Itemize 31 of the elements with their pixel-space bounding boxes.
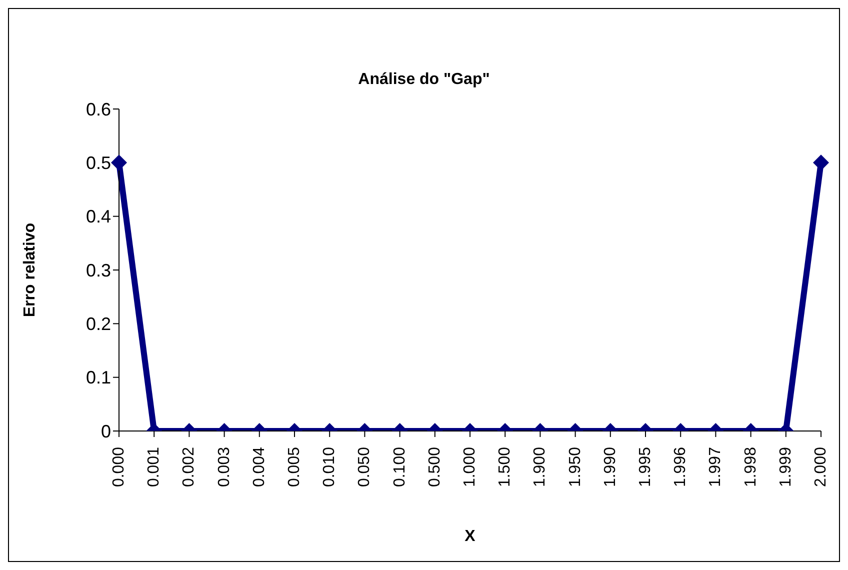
- y-tick-label: 0.6: [86, 99, 111, 120]
- y-tick-label: 0.1: [86, 368, 111, 388]
- x-tick-label: 0.500: [426, 446, 444, 488]
- x-tick-label: 1.995: [637, 446, 654, 488]
- x-tick-label: 0.000: [110, 446, 128, 488]
- x-tick-label: 1.000: [462, 446, 478, 488]
- x-tick-label: 1.900: [532, 446, 549, 488]
- x-tick-label: 0.005: [286, 446, 303, 488]
- x-tick-label: 1.950: [566, 446, 584, 488]
- x-tick-label: 0.001: [146, 446, 163, 488]
- x-tick-label: 2.000: [812, 446, 830, 488]
- x-tick-label: 0.003: [216, 446, 233, 488]
- x-axis-title: X: [464, 528, 476, 545]
- x-tick-label: 0.002: [180, 446, 198, 488]
- x-tick-label: 0.004: [250, 446, 268, 488]
- y-tick-label: 0.5: [86, 153, 111, 174]
- y-axis-title: Erro relativo: [22, 222, 39, 318]
- x-tick-label: 1.500: [496, 446, 514, 488]
- y-tick-label: 0: [100, 421, 111, 442]
- x-tick-label: 1.999: [777, 446, 794, 488]
- x-tick-label: 0.100: [391, 446, 408, 488]
- y-tick-label: 0.4: [86, 206, 111, 227]
- y-tick-label: 0.2: [86, 314, 111, 334]
- x-tick-label: 0.010: [321, 446, 338, 488]
- x-tick-label: 0.050: [356, 446, 374, 488]
- y-tick-label: 0.3: [86, 260, 111, 280]
- x-tick-label: 1.990: [602, 446, 619, 488]
- x-tick-label: 1.998: [742, 446, 760, 488]
- x-tick-label: 1.997: [707, 446, 724, 488]
- chart-title: Análise do "Gap": [357, 71, 491, 89]
- x-tick-label: 1.996: [672, 446, 690, 488]
